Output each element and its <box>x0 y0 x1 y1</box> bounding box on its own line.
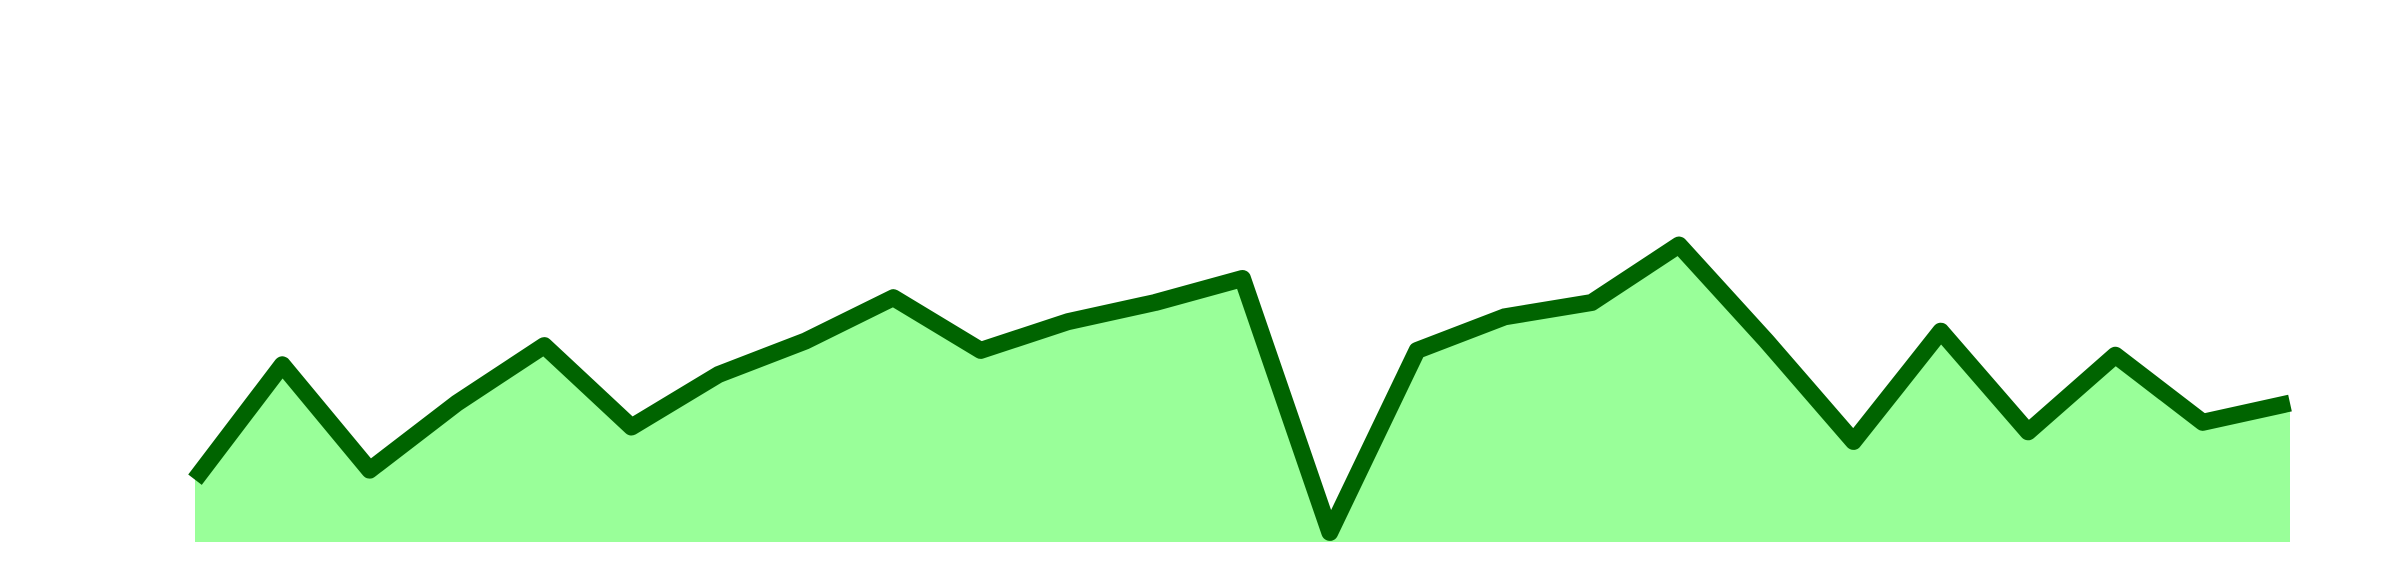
series-line <box>188 236 2292 541</box>
line-layer <box>188 236 2292 541</box>
area-fill <box>195 245 2290 542</box>
area-layer <box>195 245 2290 542</box>
